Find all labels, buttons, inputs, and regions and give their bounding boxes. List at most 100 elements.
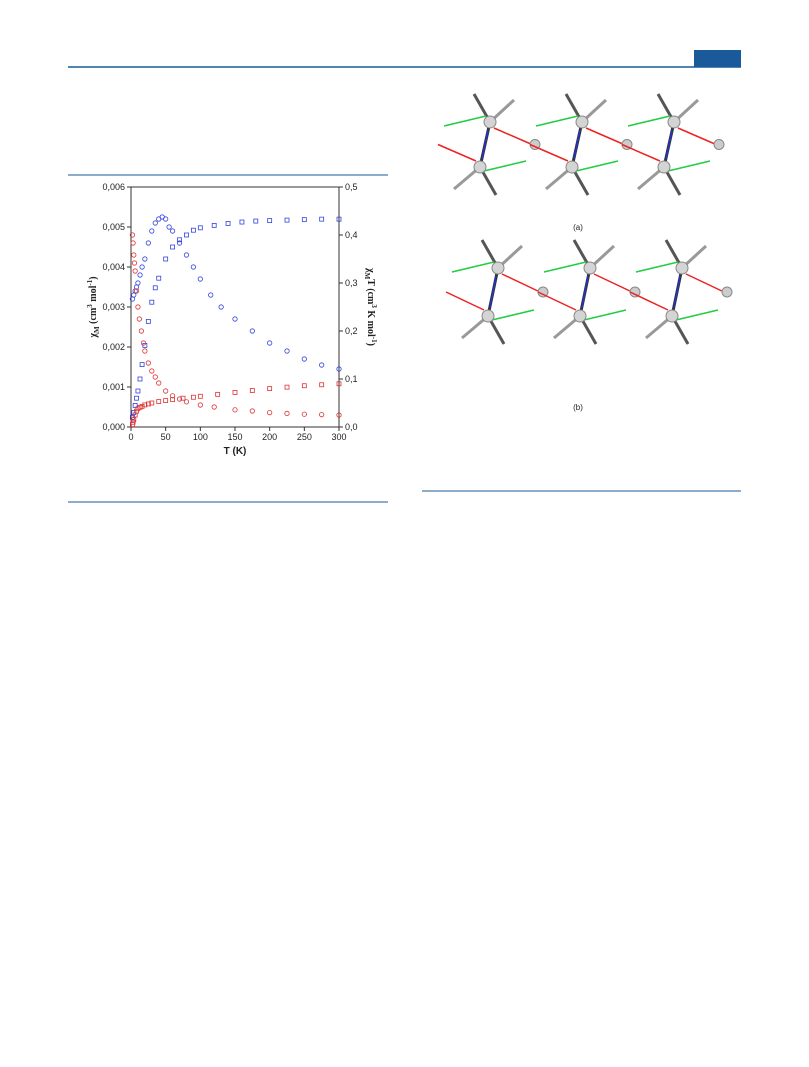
atom <box>713 139 725 150</box>
point <box>319 382 325 388</box>
j-arrow <box>573 129 581 160</box>
point <box>156 399 162 404</box>
atom <box>565 160 579 174</box>
j-arrow <box>543 261 587 273</box>
point <box>253 218 259 224</box>
atom <box>573 309 587 323</box>
point <box>232 407 238 413</box>
j-arrow <box>575 160 619 172</box>
point <box>132 402 138 408</box>
point <box>267 218 273 224</box>
j-arrow <box>673 275 681 309</box>
point <box>319 362 325 368</box>
chart: T (K) χM (cm3 mol-1) χMT (cm3 K mol-1) 0… <box>86 182 378 457</box>
point <box>183 252 190 258</box>
atom <box>657 160 671 174</box>
label-part: ) <box>365 343 376 346</box>
label-part: T (cm <box>365 279 376 305</box>
point <box>135 280 141 286</box>
atom <box>483 115 497 129</box>
point <box>301 383 307 389</box>
point <box>163 256 169 262</box>
point <box>197 393 203 399</box>
point <box>267 386 273 392</box>
y2-tick-label: 0,0 <box>345 422 358 432</box>
y-tick-label: 0,002 <box>102 342 125 352</box>
j-arrow <box>675 309 719 321</box>
point <box>197 402 203 408</box>
point <box>131 417 137 423</box>
point <box>149 299 155 305</box>
point <box>140 340 147 346</box>
x-tick-label: 250 <box>297 432 312 442</box>
j-arrow <box>491 309 535 321</box>
point <box>132 268 138 274</box>
point <box>170 244 176 250</box>
point <box>131 252 137 258</box>
label-part: ) <box>88 276 99 279</box>
y2-tick-label: 0,4 <box>345 230 358 240</box>
j-arrow <box>685 273 725 293</box>
point <box>145 240 151 246</box>
figure-label: (b) <box>573 403 583 412</box>
header-tab <box>694 50 741 67</box>
label-sup: 3 <box>370 304 378 308</box>
j-arrow <box>537 291 577 311</box>
atom <box>473 160 487 174</box>
label-part: K mol <box>365 308 376 337</box>
j-arrow <box>493 127 533 146</box>
point <box>142 256 148 262</box>
point <box>149 368 155 374</box>
point <box>301 411 307 417</box>
j-arrow <box>665 129 673 160</box>
point <box>138 328 144 334</box>
j-arrow <box>443 115 487 127</box>
j-arrow <box>451 261 495 273</box>
point <box>166 224 172 230</box>
point <box>152 285 158 291</box>
structure-a <box>437 93 725 196</box>
point <box>149 400 155 406</box>
point <box>301 217 307 223</box>
j-arrow <box>535 115 579 127</box>
j-arrow <box>437 143 477 162</box>
atom <box>575 115 589 129</box>
label-sup: 3 <box>86 304 94 308</box>
point <box>211 222 217 228</box>
point <box>319 216 325 222</box>
point <box>145 318 151 324</box>
y-tick-label: 0,003 <box>102 302 125 312</box>
point <box>249 388 255 393</box>
point <box>142 402 148 408</box>
point <box>232 390 238 395</box>
x-tick-label: 200 <box>262 432 277 442</box>
x-tick-label: 150 <box>227 432 242 442</box>
point <box>218 304 224 310</box>
point <box>301 356 307 362</box>
point <box>319 411 325 418</box>
point <box>190 227 196 233</box>
point <box>135 304 141 310</box>
point <box>133 288 140 294</box>
point <box>267 340 273 346</box>
j-arrow <box>481 129 489 160</box>
point <box>176 240 183 246</box>
y2-tick-label: 0,1 <box>345 374 358 384</box>
point <box>336 216 342 222</box>
point <box>129 232 135 238</box>
j-arrow <box>581 275 589 309</box>
y-axis-label: χM (cm3 mol-1) <box>86 276 101 338</box>
j-arrow <box>627 115 671 127</box>
point <box>183 399 190 405</box>
y2-tick-label: 0,2 <box>345 326 358 336</box>
j-arrow <box>629 291 669 311</box>
y-tick-label: 0,006 <box>102 182 125 192</box>
point <box>163 216 169 222</box>
point <box>170 397 176 403</box>
point <box>225 221 231 226</box>
y2-tick-label: 0,5 <box>345 182 358 192</box>
x-tick-label: 50 <box>161 432 171 442</box>
x-tick-label: 300 <box>331 432 346 442</box>
point <box>208 292 214 298</box>
